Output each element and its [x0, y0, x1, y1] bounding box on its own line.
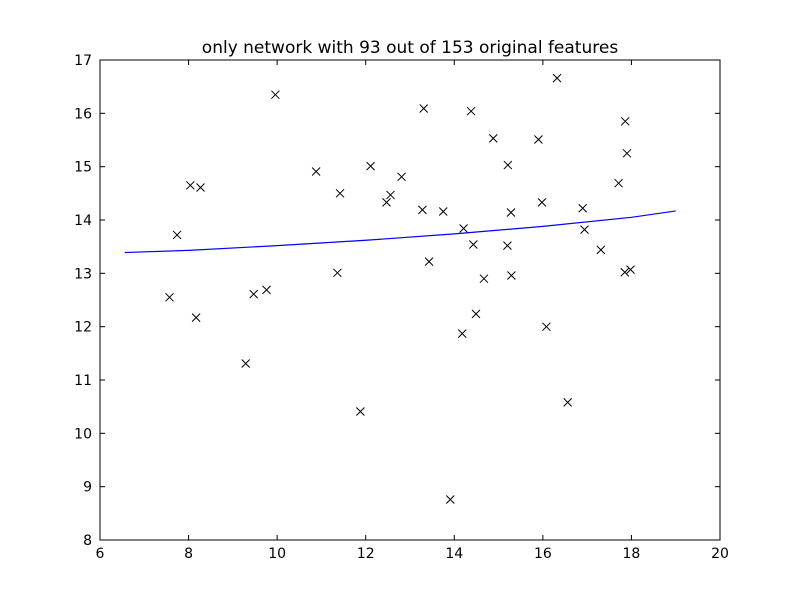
data-point-x-marker [503, 160, 513, 170]
data-point-x-marker [578, 203, 588, 213]
data-point-x-marker [366, 161, 375, 171]
x-tick-label: 20 [711, 546, 729, 562]
data-point-x-marker [196, 183, 205, 192]
data-point-x-marker [614, 178, 623, 188]
data-point-x-marker [445, 495, 455, 504]
data-point-x-marker [457, 329, 467, 338]
data-point-x-marker [185, 180, 195, 190]
data-point-x-marker [542, 322, 551, 332]
x-tick-label: 10 [268, 546, 286, 562]
data-point-x-marker [563, 398, 573, 407]
x-tick-label: 6 [96, 546, 105, 562]
chart-title: only network with 93 out of 153 original… [202, 38, 619, 58]
data-point-x-marker [241, 359, 251, 368]
data-point-x-marker [471, 309, 481, 319]
data-point-x-marker [596, 245, 606, 255]
y-tick-label: 12 [74, 320, 92, 336]
axes-frame [99, 59, 721, 541]
y-tick-label: 13 [74, 266, 92, 282]
data-point-x-marker [537, 198, 547, 207]
x-tick-label: 12 [357, 546, 375, 562]
data-point-x-marker [466, 106, 476, 116]
data-point-x-marker [382, 198, 391, 207]
x-tick-label: 16 [534, 546, 552, 562]
data-point-x-marker [507, 271, 516, 280]
data-point-x-marker [506, 208, 516, 217]
data-point-x-marker [249, 289, 259, 299]
data-point-x-marker [335, 188, 345, 198]
y-tick-label: 16 [74, 106, 92, 122]
data-point-x-marker [333, 268, 342, 278]
y-tick-label: 14 [74, 213, 92, 229]
data-point-x-marker [626, 265, 635, 274]
data-point-x-marker [191, 313, 201, 322]
y-tick-label: 8 [83, 533, 92, 549]
y-tick-label: 10 [74, 426, 92, 442]
fit-line [124, 210, 676, 254]
data-point-x-marker [552, 73, 562, 83]
data-point-x-marker [311, 167, 321, 176]
y-tick-label: 11 [74, 373, 92, 389]
data-point-x-marker [479, 274, 489, 284]
data-point-x-marker [622, 148, 632, 158]
data-point-x-marker [419, 104, 429, 113]
data-point-x-marker [534, 135, 543, 144]
data-point-x-marker [459, 224, 468, 233]
data-point-x-marker [580, 225, 589, 234]
data-point-x-marker [438, 207, 448, 216]
data-point-x-marker [397, 172, 406, 182]
data-point-x-marker [424, 257, 434, 266]
data-point-x-marker [488, 134, 498, 143]
data-point-x-marker [418, 205, 427, 215]
data-point-x-marker [503, 241, 512, 250]
y-tick-label: 9 [83, 480, 92, 496]
data-point-x-marker [468, 240, 478, 249]
x-tick-label: 18 [623, 546, 641, 562]
data-point-x-marker [620, 267, 630, 277]
data-point-x-marker [165, 292, 174, 302]
x-tick-label: 14 [445, 546, 463, 562]
data-point-x-marker [386, 190, 395, 200]
data-point-x-marker [271, 90, 280, 100]
y-tick-label: 15 [74, 160, 92, 176]
data-point-x-marker [172, 230, 182, 240]
y-tick-label: 17 [74, 53, 92, 69]
x-tick-label: 8 [184, 546, 193, 562]
data-point-x-marker [262, 285, 271, 295]
data-point-x-marker [356, 407, 365, 416]
data-point-x-marker [620, 116, 630, 126]
